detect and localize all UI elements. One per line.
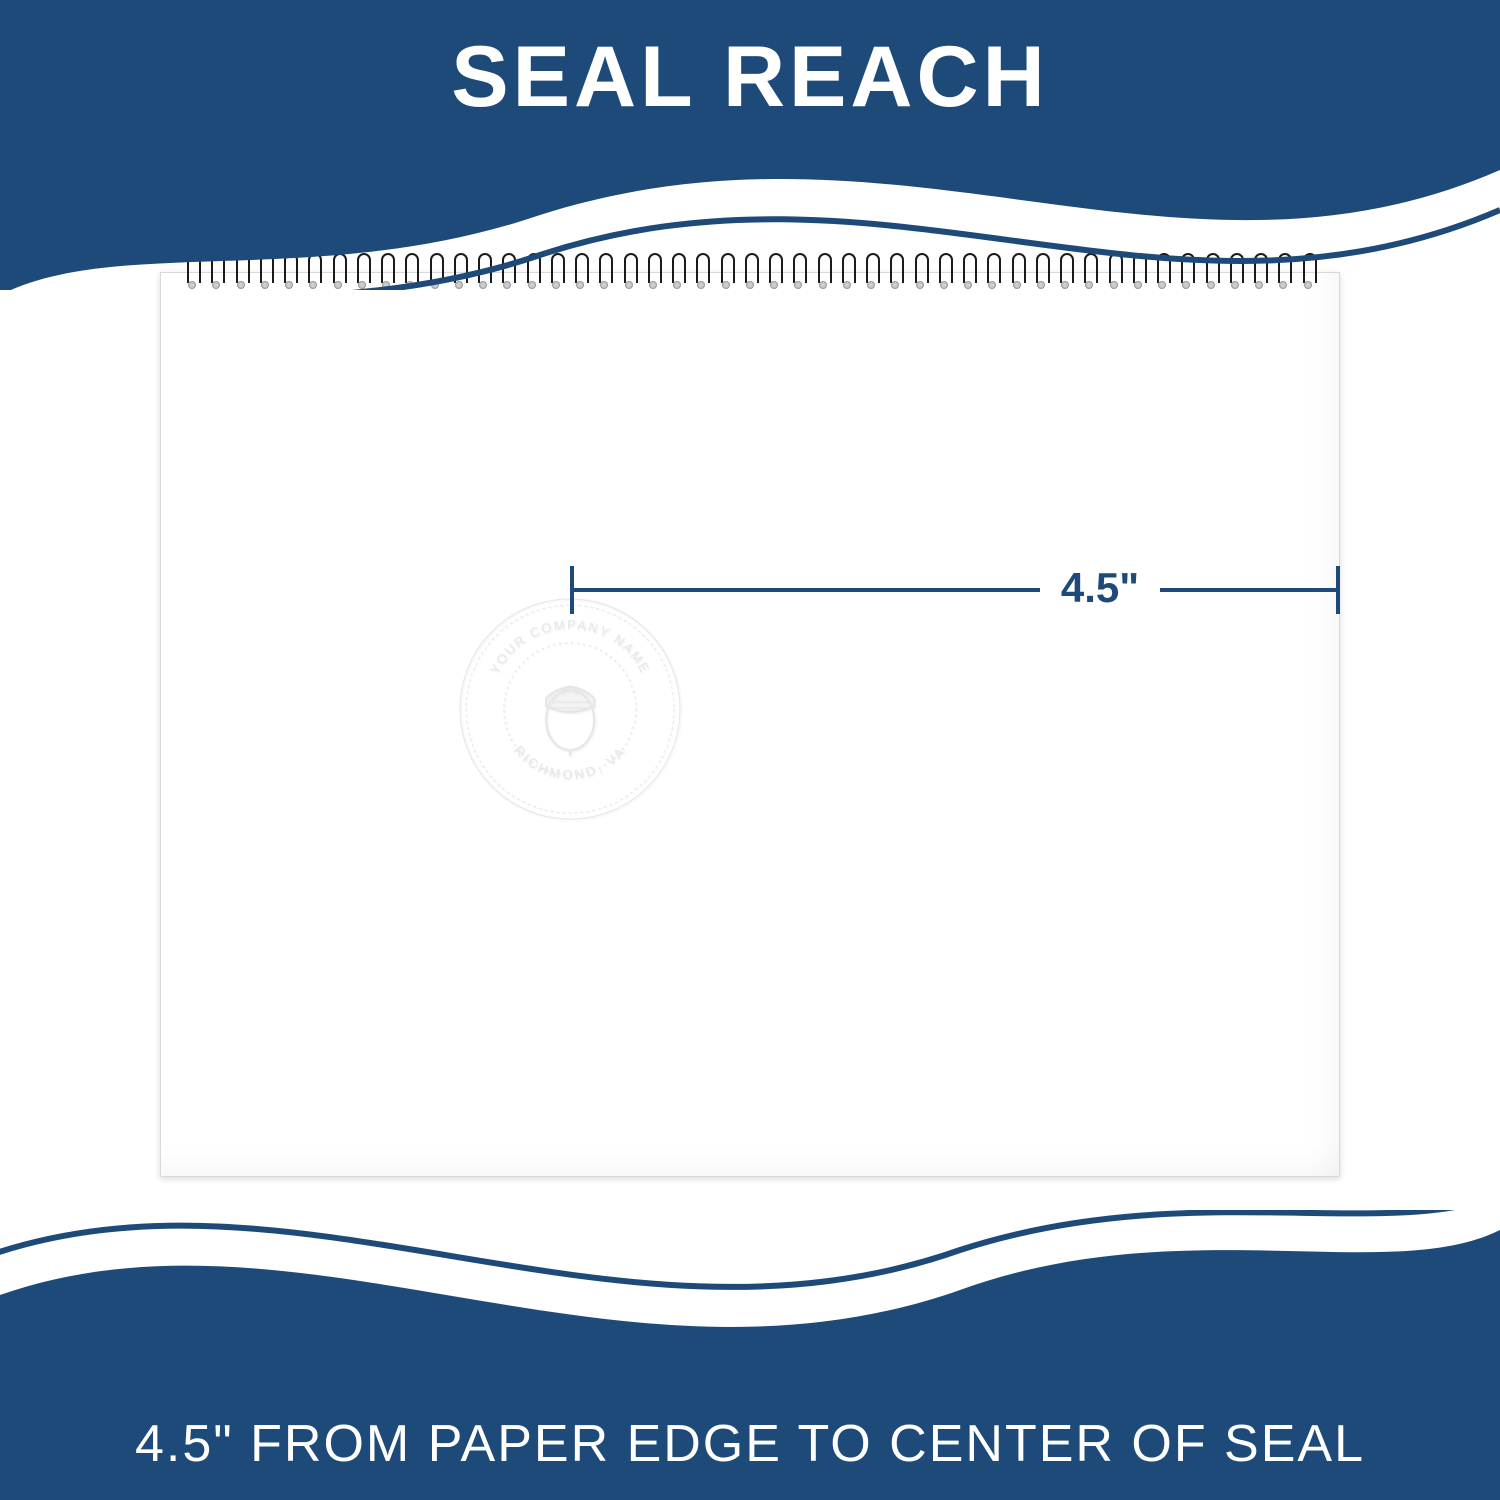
- measurement-line: 4.5": [570, 560, 1340, 620]
- measure-tick-right: [1336, 566, 1340, 614]
- measure-hline: [570, 588, 1340, 592]
- acorn-icon: [546, 687, 594, 757]
- page-title: SEAL REACH: [0, 28, 1500, 127]
- measure-tick-left: [570, 566, 574, 614]
- footer-caption: 4.5" FROM PAPER EDGE TO CENTER OF SEAL: [0, 1414, 1500, 1474]
- seal-bottom-text: RICHMOND, VA: [511, 743, 629, 782]
- measurement-label: 4.5": [1040, 564, 1160, 612]
- notepad: [160, 272, 1340, 1177]
- seal-top-text: YOUR COMPANY NAME: [487, 617, 653, 677]
- embossed-seal: YOUR COMPANY NAME RICHMOND, VA: [455, 594, 685, 824]
